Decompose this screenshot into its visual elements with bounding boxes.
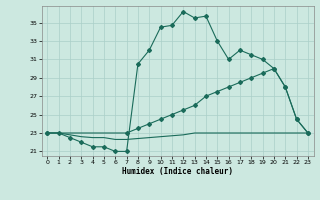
X-axis label: Humidex (Indice chaleur): Humidex (Indice chaleur) <box>122 167 233 176</box>
